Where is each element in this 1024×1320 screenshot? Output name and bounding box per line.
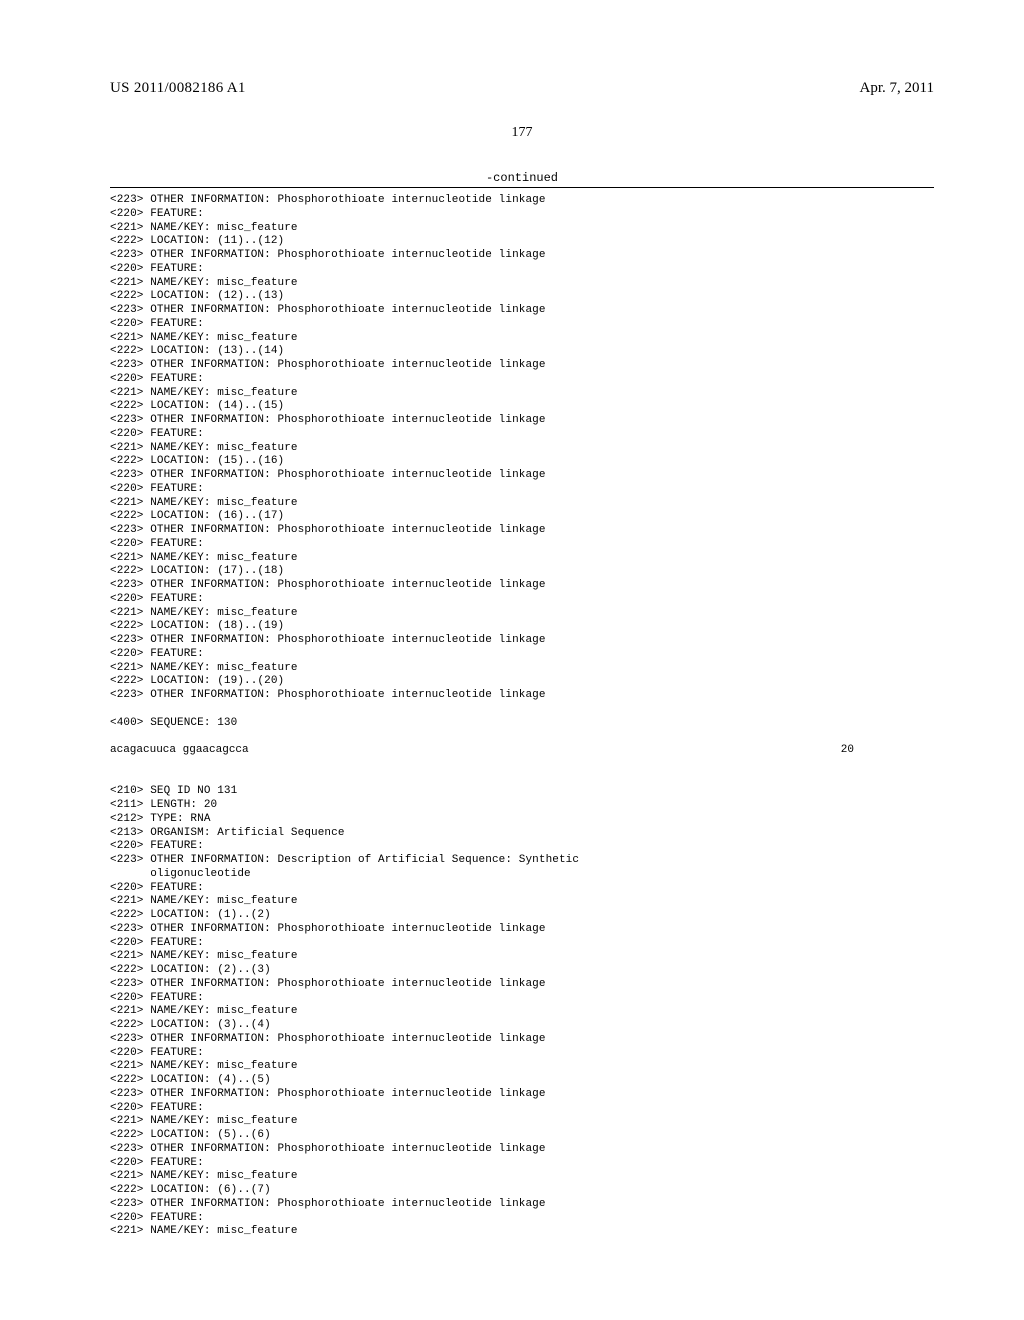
listing-line: <223> OTHER INFORMATION: Phosphorothioat… [110, 689, 934, 703]
listing-line: <400> SEQUENCE: 130 [110, 717, 934, 731]
listing-line: <223> OTHER INFORMATION: Phosphorothioat… [110, 1033, 934, 1047]
listing-line [110, 730, 934, 744]
listing-line: <223> OTHER INFORMATION: Phosphorothioat… [110, 304, 934, 318]
listing-line: <222> LOCATION: (16)..(17) [110, 510, 934, 524]
page-header: US 2011/0082186 A1 Apr. 7, 2011 [110, 80, 934, 97]
listing-line: <223> OTHER INFORMATION: Phosphorothioat… [110, 978, 934, 992]
listing-line: <221> NAME/KEY: misc_feature [110, 1005, 934, 1019]
patent-page: US 2011/0082186 A1 Apr. 7, 2011 177 -con… [0, 0, 1024, 1320]
listing-line: <222> LOCATION: (2)..(3) [110, 964, 934, 978]
listing-line: <221> NAME/KEY: misc_feature [110, 895, 934, 909]
listing-line: <223> OTHER INFORMATION: Phosphorothioat… [110, 469, 934, 483]
listing-line: <221> NAME/KEY: misc_feature [110, 442, 934, 456]
listing-line: <221> NAME/KEY: misc_feature [110, 277, 934, 291]
listing-line: <221> NAME/KEY: misc_feature [110, 1170, 934, 1184]
listing-line: <220> FEATURE: [110, 937, 934, 951]
listing-line: <221> NAME/KEY: misc_feature [110, 607, 934, 621]
listing-line: <223> OTHER INFORMATION: Phosphorothioat… [110, 249, 934, 263]
listing-line: <221> NAME/KEY: misc_feature [110, 662, 934, 676]
listing-line: <223> OTHER INFORMATION: Phosphorothioat… [110, 524, 934, 538]
sequence-text: acagacuuca ggaacagcca [110, 744, 249, 758]
continued-label: -continued [110, 171, 934, 185]
listing-line: <221> NAME/KEY: misc_feature [110, 222, 934, 236]
listing-line: <222> LOCATION: (18)..(19) [110, 620, 934, 634]
listing-line: <220> FEATURE: [110, 1102, 934, 1116]
listing-line: <223> OTHER INFORMATION: Phosphorothioat… [110, 1088, 934, 1102]
listing-line: <220> FEATURE: [110, 882, 934, 896]
listing-line [110, 772, 934, 786]
listing-line: <221> NAME/KEY: misc_feature [110, 552, 934, 566]
listing-line: <222> LOCATION: (12)..(13) [110, 290, 934, 304]
sequence-listing: <223> OTHER INFORMATION: Phosphorothioat… [110, 194, 934, 1239]
listing-line: <220> FEATURE: [110, 208, 934, 222]
listing-line: <220> FEATURE: [110, 538, 934, 552]
listing-line: <222> LOCATION: (6)..(7) [110, 1184, 934, 1198]
publication-number: US 2011/0082186 A1 [110, 80, 246, 97]
section-rule [110, 187, 934, 188]
listing-line: <220> FEATURE: [110, 1157, 934, 1171]
listing-line: <222> LOCATION: (15)..(16) [110, 455, 934, 469]
listing-line: <221> NAME/KEY: misc_feature [110, 1225, 934, 1239]
listing-line: <222> LOCATION: (5)..(6) [110, 1129, 934, 1143]
listing-line: <220> FEATURE: [110, 318, 934, 332]
listing-line [110, 758, 934, 772]
listing-line: <222> LOCATION: (13)..(14) [110, 345, 934, 359]
listing-line: <223> OTHER INFORMATION: Phosphorothioat… [110, 923, 934, 937]
listing-line: <220> FEATURE: [110, 373, 934, 387]
listing-line: <223> OTHER INFORMATION: Phosphorothioat… [110, 579, 934, 593]
sequence-row: acagacuuca ggaacagcca 20 [110, 744, 934, 758]
listing-line: oligonucleotide [110, 868, 934, 882]
listing-line: <223> OTHER INFORMATION: Phosphorothioat… [110, 359, 934, 373]
listing-line: <212> TYPE: RNA [110, 813, 934, 827]
listing-line: <223> OTHER INFORMATION: Description of … [110, 854, 934, 868]
listing-line: <211> LENGTH: 20 [110, 799, 934, 813]
listing-line: <213> ORGANISM: Artificial Sequence [110, 827, 934, 841]
listing-line: <221> NAME/KEY: misc_feature [110, 497, 934, 511]
listing-line: <221> NAME/KEY: misc_feature [110, 387, 934, 401]
listing-line: <220> FEATURE: [110, 1047, 934, 1061]
listing-line: <222> LOCATION: (1)..(2) [110, 909, 934, 923]
listing-line: <222> LOCATION: (4)..(5) [110, 1074, 934, 1088]
listing-line: <220> FEATURE: [110, 483, 934, 497]
listing-line: <221> NAME/KEY: misc_feature [110, 950, 934, 964]
page-number: 177 [110, 125, 934, 141]
listing-line: <222> LOCATION: (14)..(15) [110, 400, 934, 414]
listing-line: <221> NAME/KEY: misc_feature [110, 1060, 934, 1074]
listing-line: <223> OTHER INFORMATION: Phosphorothioat… [110, 1198, 934, 1212]
listing-line: <220> FEATURE: [110, 992, 934, 1006]
listing-line: <222> LOCATION: (3)..(4) [110, 1019, 934, 1033]
listing-line: <222> LOCATION: (19)..(20) [110, 675, 934, 689]
listing-line: <210> SEQ ID NO 131 [110, 785, 934, 799]
listing-line: <220> FEATURE: [110, 840, 934, 854]
listing-line: <221> NAME/KEY: misc_feature [110, 332, 934, 346]
listing-line: <220> FEATURE: [110, 428, 934, 442]
listing-line [110, 703, 934, 717]
listing-line: <222> LOCATION: (17)..(18) [110, 565, 934, 579]
listing-line: <223> OTHER INFORMATION: Phosphorothioat… [110, 414, 934, 428]
listing-line: <223> OTHER INFORMATION: Phosphorothioat… [110, 634, 934, 648]
listing-line: <220> FEATURE: [110, 648, 934, 662]
listing-line: <222> LOCATION: (11)..(12) [110, 235, 934, 249]
publication-date: Apr. 7, 2011 [860, 80, 934, 97]
sequence-length: 20 [841, 744, 934, 758]
listing-line: <220> FEATURE: [110, 263, 934, 277]
listing-line: <223> OTHER INFORMATION: Phosphorothioat… [110, 194, 934, 208]
listing-line: <220> FEATURE: [110, 1212, 934, 1226]
listing-line: <220> FEATURE: [110, 593, 934, 607]
listing-line: <223> OTHER INFORMATION: Phosphorothioat… [110, 1143, 934, 1157]
listing-line: <221> NAME/KEY: misc_feature [110, 1115, 934, 1129]
